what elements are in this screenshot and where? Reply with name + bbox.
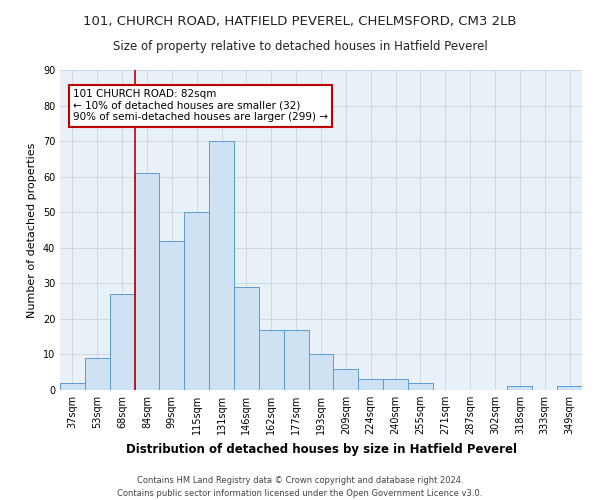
Bar (110, 294, 134, 390)
Bar (85, 358, 110, 390)
Text: 101 CHURCH ROAD: 82sqm
← 10% of detached houses are smaller (32)
90% of semi-det: 101 CHURCH ROAD: 82sqm ← 10% of detached… (73, 89, 328, 122)
Bar (234, 287, 259, 390)
Bar (557, 386, 582, 390)
Bar (134, 173, 160, 390)
Text: 101, CHURCH ROAD, HATFIELD PEVEREL, CHELMSFORD, CM3 2LB: 101, CHURCH ROAD, HATFIELD PEVEREL, CHEL… (83, 15, 517, 28)
X-axis label: Distribution of detached houses by size in Hatfield Peverel: Distribution of detached houses by size … (125, 442, 517, 456)
Bar (184, 212, 209, 390)
Bar (160, 240, 184, 390)
Bar (259, 330, 284, 390)
Y-axis label: Number of detached properties: Number of detached properties (27, 142, 37, 318)
Bar (209, 141, 234, 390)
Bar (308, 354, 334, 390)
Bar (508, 386, 532, 390)
Bar (334, 368, 358, 390)
Bar (383, 380, 408, 390)
Text: Contains HM Land Registry data © Crown copyright and database right 2024.
Contai: Contains HM Land Registry data © Crown c… (118, 476, 482, 498)
Text: Size of property relative to detached houses in Hatfield Peverel: Size of property relative to detached ho… (113, 40, 487, 53)
Bar (408, 383, 433, 390)
Bar (284, 330, 308, 390)
Bar (60, 383, 85, 390)
Bar (358, 380, 383, 390)
